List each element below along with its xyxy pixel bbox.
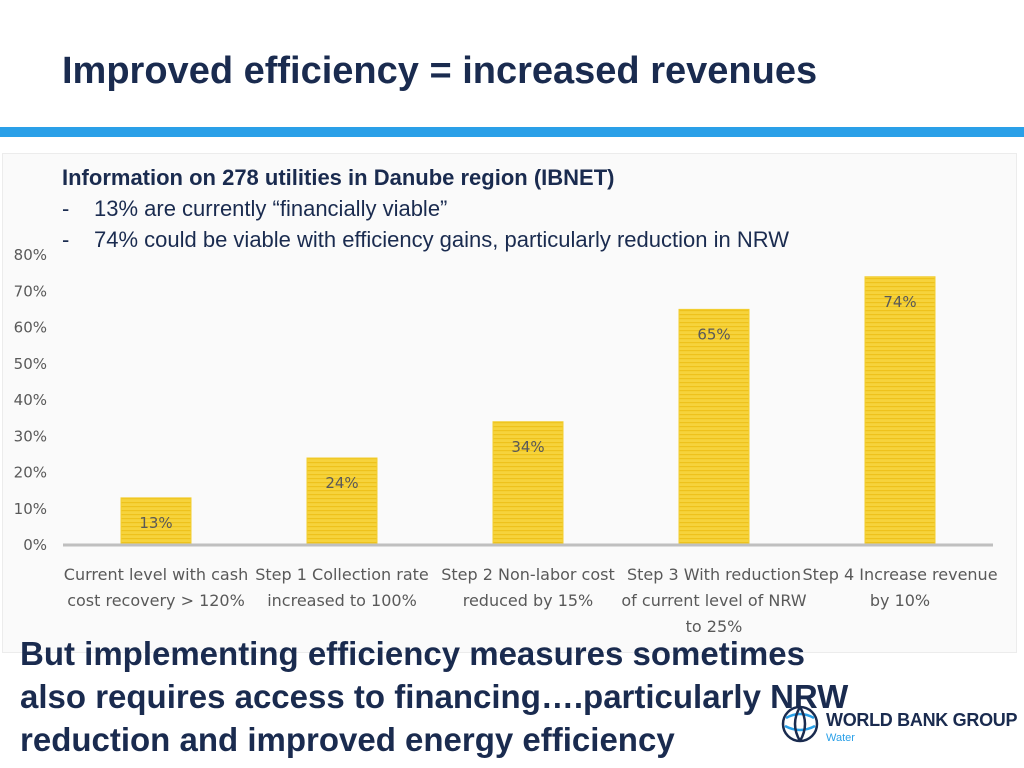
- x-category-label: Step 1 Collection rate: [255, 565, 429, 584]
- y-tick-label: 60%: [14, 319, 47, 337]
- x-category-label: Step 3 With reduction: [627, 565, 801, 584]
- chart-panel: 0% 10% 20% 30% 40% 50% 60% 70% 80% 13% 24% 34% 65% 7…: [2, 153, 1017, 653]
- logo-subtitle: Water: [826, 732, 855, 744]
- x-category-label: cost recovery > 120%: [67, 591, 245, 610]
- bar: [864, 276, 936, 546]
- bar-data-label: 24%: [325, 474, 358, 492]
- bar: [306, 457, 378, 546]
- x-axis: Current level with cash cost recovery > 1…: [63, 543, 998, 636]
- bullet-text: 74% could be viable with efficiency gain…: [94, 227, 789, 252]
- x-category-label: by 10%: [870, 591, 930, 610]
- x-category-label: of current level of NRW: [621, 591, 806, 610]
- bar-data-label: 13%: [139, 514, 172, 532]
- y-tick-label: 50%: [14, 355, 47, 373]
- info-heading: Information on 278 utilities in Danube r…: [62, 165, 615, 190]
- y-tick-label: 40%: [14, 391, 47, 409]
- title-divider: [0, 127, 1024, 137]
- bar-data-label: 74%: [883, 293, 916, 311]
- bar-chart: 0% 10% 20% 30% 40% 50% 60% 70% 80% 13% 24% 34% 65% 7…: [14, 246, 998, 636]
- x-category-label: Current level with cash: [64, 565, 248, 584]
- y-tick-label: 80%: [14, 246, 47, 264]
- y-tick-label: 0%: [23, 536, 47, 554]
- y-axis: 0% 10% 20% 30% 40% 50% 60% 70% 80%: [14, 246, 47, 554]
- info-bullet: - 74% could be viable with efficiency ga…: [62, 224, 789, 255]
- footer-statement: But implementing efficiency measures som…: [20, 635, 849, 758]
- slide-title: Improved efficiency = increased revenues: [62, 50, 818, 92]
- bar-data-label: 65%: [697, 325, 730, 343]
- y-tick-label: 20%: [14, 464, 47, 482]
- x-category-label: increased to 100%: [267, 591, 417, 610]
- globe-icon: [781, 705, 819, 743]
- x-category-label: to 25%: [686, 617, 743, 636]
- y-tick-label: 70%: [14, 282, 47, 300]
- info-bullet: - 13% are currently “financially viable”: [62, 193, 789, 224]
- bar: [120, 497, 192, 546]
- info-block: Information on 278 utilities in Danube r…: [62, 162, 789, 255]
- bullet-dash: -: [62, 227, 70, 252]
- x-category-label: Step 4 Increase revenue: [802, 565, 997, 584]
- bar: [678, 308, 750, 546]
- y-tick-label: 30%: [14, 427, 47, 445]
- bar: [492, 421, 564, 546]
- bar-data-label: 34%: [511, 438, 544, 456]
- bars: 13% 24% 34% 65% 74%: [120, 276, 936, 546]
- x-category-label: Step 2 Non-labor cost: [441, 565, 615, 584]
- y-tick-label: 10%: [14, 500, 47, 518]
- world-bank-group-logo: WORLD BANK GROUP Water: [780, 702, 1017, 748]
- logo-name: WORLD BANK GROUP: [826, 710, 1018, 730]
- x-category-label: reduced by 15%: [463, 591, 594, 610]
- bullet-dash: -: [62, 196, 70, 221]
- bullet-text: 13% are currently “financially viable”: [94, 196, 448, 221]
